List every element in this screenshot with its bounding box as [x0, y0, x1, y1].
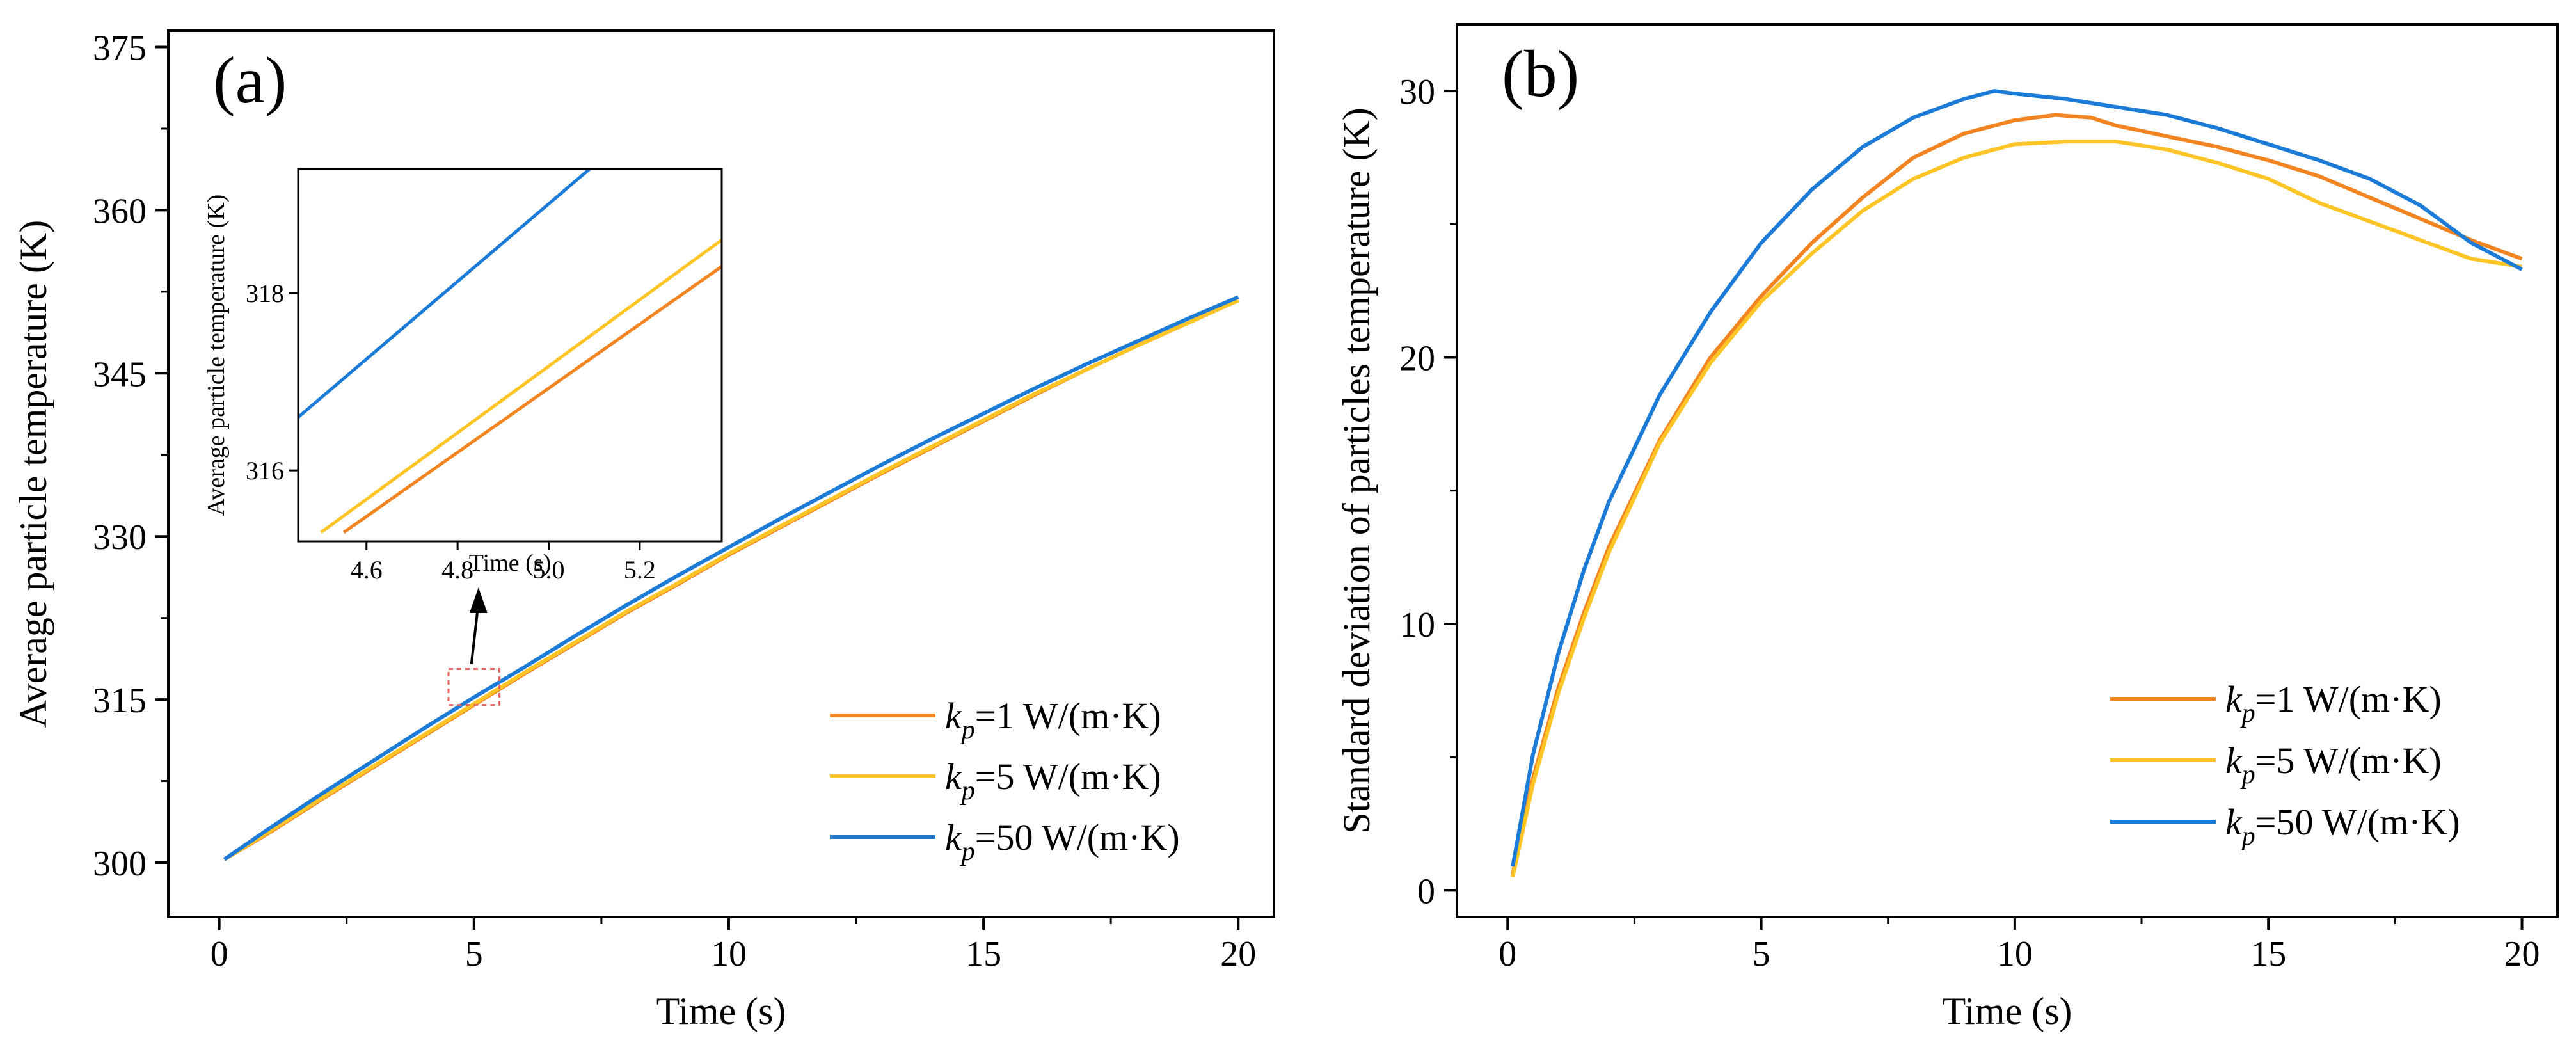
panel-label: (a)	[213, 44, 287, 117]
legend-suffix: =5 W/(m·K)	[2255, 740, 2442, 781]
legend-suffix: =1 W/(m·K)	[2255, 678, 2442, 720]
legend-label-kp1: kp=1 W/(m·K)	[2225, 678, 2442, 728]
legend-k: k	[2225, 801, 2243, 843]
y-tick-label: 375	[93, 28, 147, 68]
y-tick-label: 10	[1399, 605, 1435, 645]
y-axis-label: Standard deviation of particles temperat…	[1335, 108, 1378, 834]
legend-suffix: =50 W/(m·K)	[2255, 801, 2460, 843]
y-tick-label: 315	[93, 681, 147, 721]
x-axis-label: Time (s)	[656, 990, 786, 1032]
legend-k: k	[945, 756, 962, 797]
y-tick-label: 300	[93, 844, 147, 884]
plot-frame	[167, 29, 1275, 918]
legend-k: k	[945, 817, 962, 858]
inset-series-line-kp1	[342, 265, 722, 534]
inset-background	[298, 169, 722, 541]
legend-label-kp5: kp=5 W/(m·K)	[2225, 740, 2442, 790]
plot-frame	[1456, 23, 2559, 918]
x-tick-label: 0	[1499, 934, 1516, 974]
zoom-arrow-head	[469, 587, 488, 613]
inset-x-tick-label: 5.0	[533, 555, 565, 584]
x-axis-label: Time (s)	[1943, 990, 2072, 1032]
legend-suffix: =5 W/(m·K)	[975, 756, 1161, 797]
inset-x-tick-label: 5.2	[624, 555, 656, 584]
legend-k: k	[2225, 678, 2243, 720]
y-tick-label: 20	[1399, 339, 1435, 379]
zoom-arrow	[470, 607, 479, 664]
legend-sub: p	[960, 837, 975, 866]
legend-sub: p	[960, 776, 975, 806]
inset-chart: 4.6 4.8 5.0 5.2 316 318 Time (s) Average partic…	[203, 168, 723, 584]
zoom-region-box	[447, 668, 501, 706]
legend-k: k	[2225, 740, 2243, 781]
series-line-kp50	[223, 295, 1239, 861]
legend-suffix: =50 W/(m·K)	[975, 817, 1180, 858]
legend-sub: p	[960, 715, 975, 745]
y-tick-label: 330	[93, 518, 147, 557]
y-tick-label: 0	[1417, 872, 1435, 911]
y-axis-label: Average particle temperature (K)	[12, 220, 54, 728]
legend-k: k	[945, 695, 962, 737]
series-line-kp5	[223, 298, 1239, 861]
y-tick-label: 360	[93, 191, 147, 231]
inset-frame	[297, 168, 723, 543]
series-line-kp5	[1511, 140, 2522, 878]
x-tick-label: 10	[711, 934, 747, 974]
x-tick-label: 10	[1997, 934, 2033, 974]
inset-y-axis-label: Average particle temperature (K)	[203, 195, 230, 516]
x-tick-label: 20	[1220, 934, 1256, 974]
x-tick-label: 15	[2250, 934, 2286, 974]
legend-label-kp1: kp=1 W/(m·K)	[945, 695, 1161, 745]
legend-sub: p	[2240, 699, 2255, 728]
x-tick-label: 5	[465, 934, 483, 974]
legend-sub: p	[2240, 760, 2255, 790]
legend-label-kp50: kp=50 W/(m·K)	[945, 817, 1180, 866]
inset-x-tick-label: 4.6	[351, 555, 383, 584]
panel-b: 0 5 10 15 20 0 10 20 30 Time (s) Standard deviatio…	[1335, 23, 2559, 1032]
series-line-kp50	[1511, 89, 2523, 867]
inset-series-line-kp50	[298, 169, 591, 419]
inset-series-line-kp5	[320, 238, 722, 534]
inset-x-tick-label: 4.8	[441, 555, 473, 584]
inset-x-axis-label: Time (s)	[469, 550, 551, 577]
panel-a: 0 5 10 15 20 300 315 330 345 360 375 Time (s) Averag…	[12, 28, 1275, 1032]
legend-sub: p	[2240, 822, 2255, 851]
x-tick-label: 20	[2504, 934, 2540, 974]
legend-label-kp5: kp=5 W/(m·K)	[945, 756, 1161, 806]
legend-suffix: =1 W/(m·K)	[975, 695, 1161, 737]
x-tick-label: 0	[211, 934, 228, 974]
y-tick-label: 345	[93, 355, 147, 394]
x-tick-label: 15	[966, 934, 1001, 974]
inset-y-tick-label: 318	[246, 279, 284, 308]
inset-y-tick-label: 316	[246, 456, 284, 485]
panel-label: (b)	[1502, 37, 1579, 111]
legend-label-kp50: kp=50 W/(m·K)	[2225, 801, 2460, 851]
x-tick-label: 5	[1753, 934, 1770, 974]
y-tick-label: 30	[1399, 72, 1435, 112]
